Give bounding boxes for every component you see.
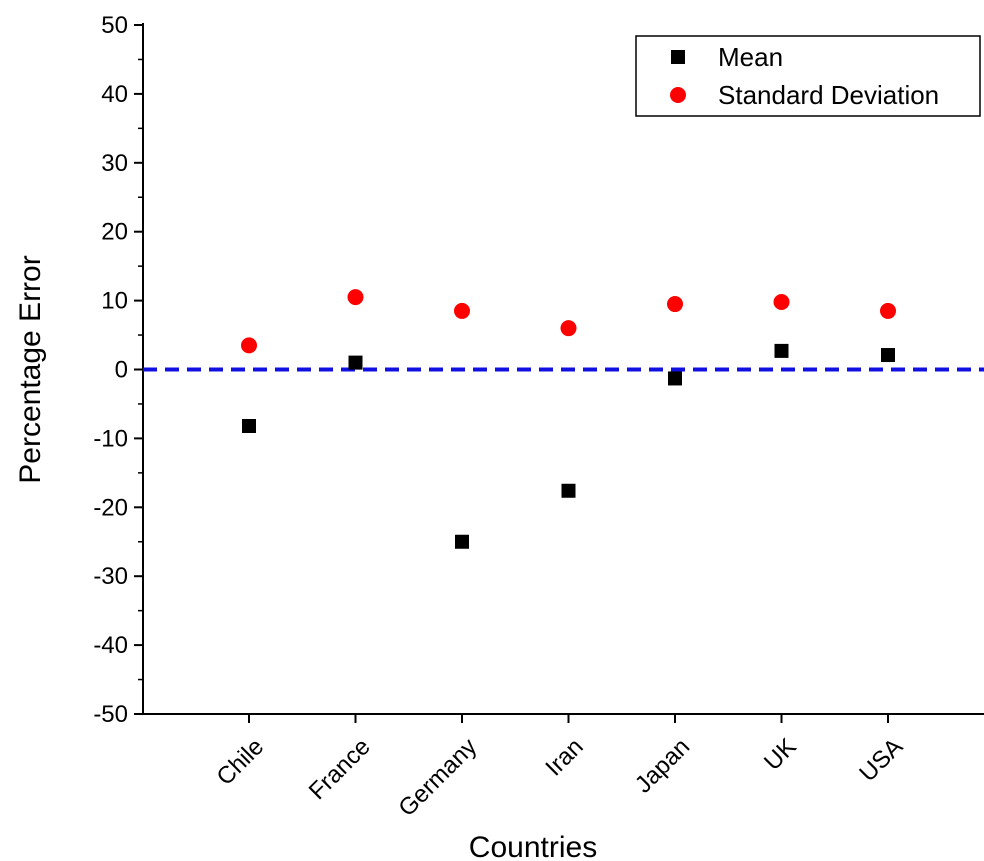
x-axis-title: Countries	[469, 831, 597, 861]
x-tick-label: UK	[759, 733, 802, 776]
mean-point	[561, 483, 576, 498]
mean-point	[348, 355, 363, 370]
y-tick-label: 20	[101, 219, 128, 246]
y-tick-label: 50	[101, 12, 128, 39]
axes: -50 -40 -30 -20 -10 0 10 20 30 40 50 Chile France Ger…	[93, 12, 984, 822]
y-tick-label: 30	[101, 150, 128, 177]
x-tick-label: Iran	[540, 733, 588, 781]
y-tick-label: 0	[115, 357, 128, 384]
legend-box	[635, 35, 981, 117]
legend: Mean Standard Deviation	[635, 35, 981, 117]
y-tick-label: -40	[93, 632, 128, 659]
mean-point	[668, 371, 682, 386]
mean-point	[242, 418, 256, 433]
y-tick-label: -10	[93, 425, 128, 452]
std-dev-point	[560, 320, 577, 337]
y-tick-label: 40	[101, 81, 128, 108]
x-tick-label: Germany	[393, 733, 482, 822]
std-dev-point	[667, 296, 683, 313]
legend-mean-marker	[671, 50, 685, 64]
legend-label: Standard Deviation	[718, 80, 939, 110]
std-dev-point	[773, 293, 790, 310]
data-marks	[241, 289, 896, 549]
std-dev-point	[347, 289, 364, 306]
y-tick-label: -20	[93, 494, 128, 521]
legend-std-dev-marker	[670, 87, 686, 103]
mean-point	[455, 534, 469, 549]
x-tick-label: Chile	[211, 733, 269, 791]
std-dev-point	[454, 302, 470, 319]
x-tick-label: USA	[854, 733, 908, 787]
std-dev-point	[880, 302, 896, 319]
y-axis-title: Percentage Error	[14, 255, 47, 483]
mean-point	[881, 348, 895, 363]
mean-point	[774, 343, 789, 358]
y-tick-label: 10	[101, 288, 128, 315]
x-tick-label: Japan	[630, 733, 695, 798]
y-tick-label: -30	[93, 563, 128, 590]
y-tick-label: -50	[93, 701, 128, 728]
std-dev-point	[241, 337, 257, 354]
x-tick-label: France	[304, 733, 376, 805]
legend-label: Mean	[718, 42, 783, 72]
